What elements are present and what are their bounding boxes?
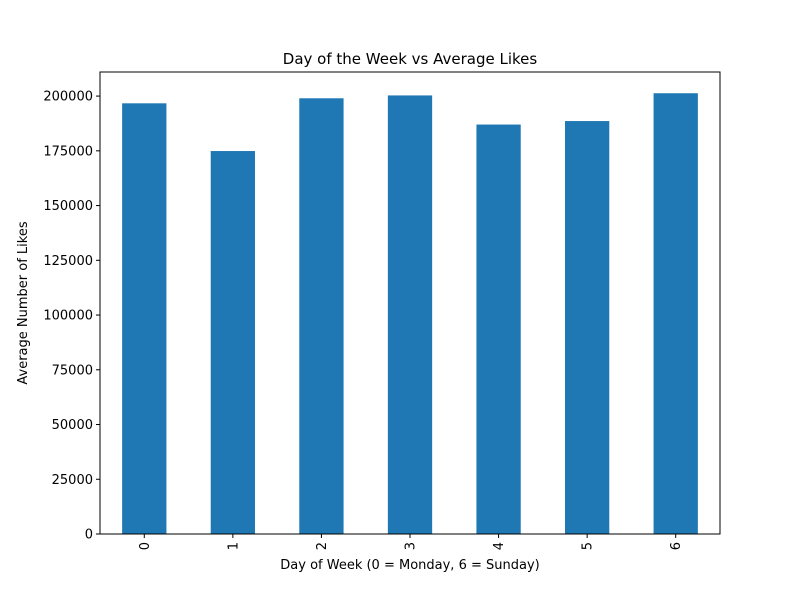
y-tick-label: 175000: [43, 144, 93, 159]
y-tick-label: 75000: [52, 363, 93, 378]
y-tick-label: 125000: [43, 254, 93, 269]
bar-4: [476, 124, 521, 535]
x-tick-label: 0: [138, 542, 153, 550]
bar-3: [387, 95, 433, 535]
bar-0: [122, 103, 167, 534]
y-axis-label: Average Number of Likes: [16, 221, 31, 384]
y-tick-label: 0: [85, 528, 93, 543]
y-tick-label: 100000: [43, 309, 93, 324]
bar-2: [299, 98, 344, 535]
x-tick-label: 3: [404, 542, 419, 550]
plot-frame: [99, 71, 721, 535]
x-tick-label: 1: [226, 542, 241, 550]
x-tick-label: 2: [315, 542, 330, 550]
y-tick-label: 200000: [43, 90, 93, 105]
y-tick-label: 150000: [43, 199, 93, 214]
x-axis: 0 1 2 3 4 5 6: [138, 534, 684, 550]
y-tick-label: 25000: [52, 473, 93, 488]
bar-5: [565, 121, 610, 535]
chart-title: Day of the Week vs Average Likes: [283, 50, 538, 68]
bars-group: [122, 93, 698, 535]
x-axis-label: Day of Week (0 = Monday, 6 = Sunday): [280, 558, 539, 573]
x-tick-label: 6: [669, 542, 684, 550]
bar-1: [210, 151, 255, 535]
x-tick-label: 5: [581, 542, 596, 550]
x-tick-label: 4: [492, 542, 507, 550]
y-axis: 0 25000 50000 75000 100000 125000 150000 175000…: [43, 90, 100, 543]
bar-6: [653, 93, 698, 535]
y-tick-label: 50000: [52, 418, 93, 433]
